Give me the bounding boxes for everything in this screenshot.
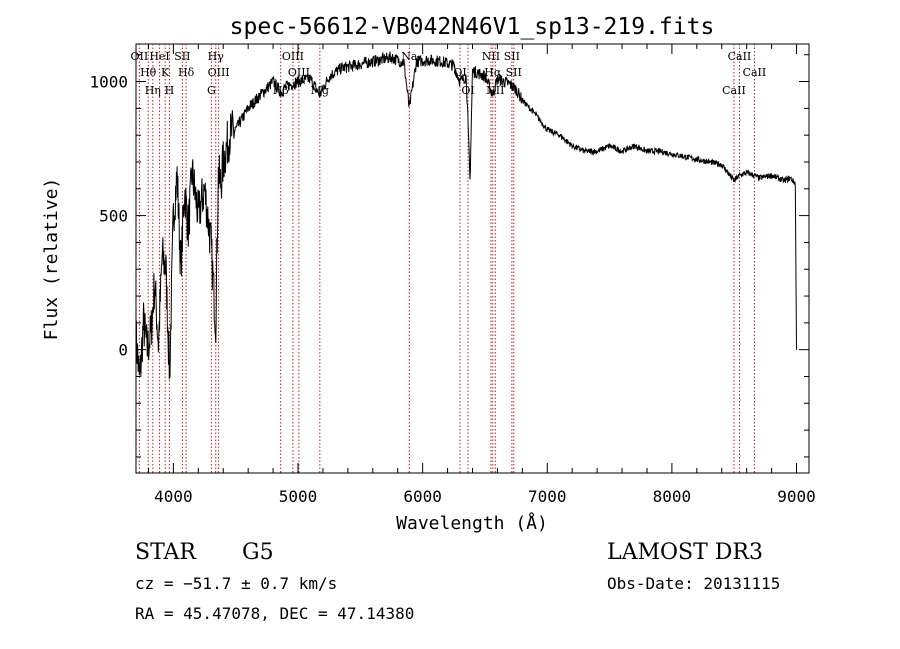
line-marker-label: Hγ xyxy=(208,50,225,63)
line-marker-label: OIII xyxy=(208,66,230,79)
line-marker-label: Mg xyxy=(311,84,329,97)
spectrum-series xyxy=(136,51,797,380)
object-class: STAR xyxy=(135,540,196,565)
line-markers xyxy=(138,44,755,473)
line-marker-label: CaII xyxy=(722,84,746,97)
line-marker-label: G xyxy=(207,84,216,97)
observation-date: Obs-Date: 20131115 xyxy=(607,574,781,593)
x-tick-label: 4000 xyxy=(154,487,193,506)
x-axis-label: Wavelength (Å) xyxy=(396,512,548,534)
plot-frame xyxy=(135,43,810,474)
line-marker-label: Na xyxy=(401,50,418,63)
line-marker-label: OII xyxy=(131,50,149,63)
spectrum-line xyxy=(136,51,797,380)
line-marker-label: OI xyxy=(453,66,466,79)
survey-name: LAMOST DR3 xyxy=(607,540,763,565)
y-tick-label: 1000 xyxy=(89,73,128,92)
line-marker-label: Hβ xyxy=(273,84,289,97)
chart-title: spec-56612-VB042N46V1_sp13-219.fits xyxy=(230,14,715,40)
ra-dec: RA = 45.47078, DEC = 47.14380 xyxy=(135,604,415,623)
line-marker-label: K xyxy=(161,66,170,79)
x-tick-label: 5000 xyxy=(279,487,318,506)
line-marker-label: OIII xyxy=(288,66,310,79)
line-marker-label: SII xyxy=(504,50,520,63)
line-marker-label: OIII xyxy=(282,50,304,63)
x-tick-label: 8000 xyxy=(653,487,692,506)
line-marker-label: SII xyxy=(506,66,522,79)
line-marker-label: Hθ xyxy=(140,66,157,79)
axis-ticks: 4000 5000 6000 7000 8000 9000 0 500 1000 xyxy=(89,44,816,506)
line-marker-label: Hα xyxy=(484,66,502,79)
y-tick-label: 0 xyxy=(118,341,128,360)
line-marker-label: OI xyxy=(461,84,474,97)
line-marker-label: HeI xyxy=(149,50,169,63)
line-marker-label: SII xyxy=(174,50,190,63)
line-marker-label: Hη xyxy=(145,84,161,97)
line-marker-labels: OIIHθHηHeIKHSIIHδGHγOIIIHβOIIIOIIIMgNaOI… xyxy=(131,50,767,97)
redshift-cz: cz = −51.7 ± 0.7 km/s xyxy=(135,574,338,593)
line-marker-label: Hδ xyxy=(178,66,195,79)
y-axis-label: Flux (relative) xyxy=(41,178,62,341)
line-marker-label: NII xyxy=(482,50,500,63)
x-tick-label: 9000 xyxy=(777,487,816,506)
x-tick-label: 7000 xyxy=(528,487,567,506)
line-marker-label: CaII xyxy=(728,50,752,63)
y-tick-label: 500 xyxy=(99,207,128,226)
line-marker-label: NII xyxy=(486,84,504,97)
x-tick-label: 6000 xyxy=(403,487,442,506)
line-marker-label: H xyxy=(165,84,175,97)
object-subclass: G5 xyxy=(242,540,274,565)
line-marker-label: CaII xyxy=(743,66,767,79)
